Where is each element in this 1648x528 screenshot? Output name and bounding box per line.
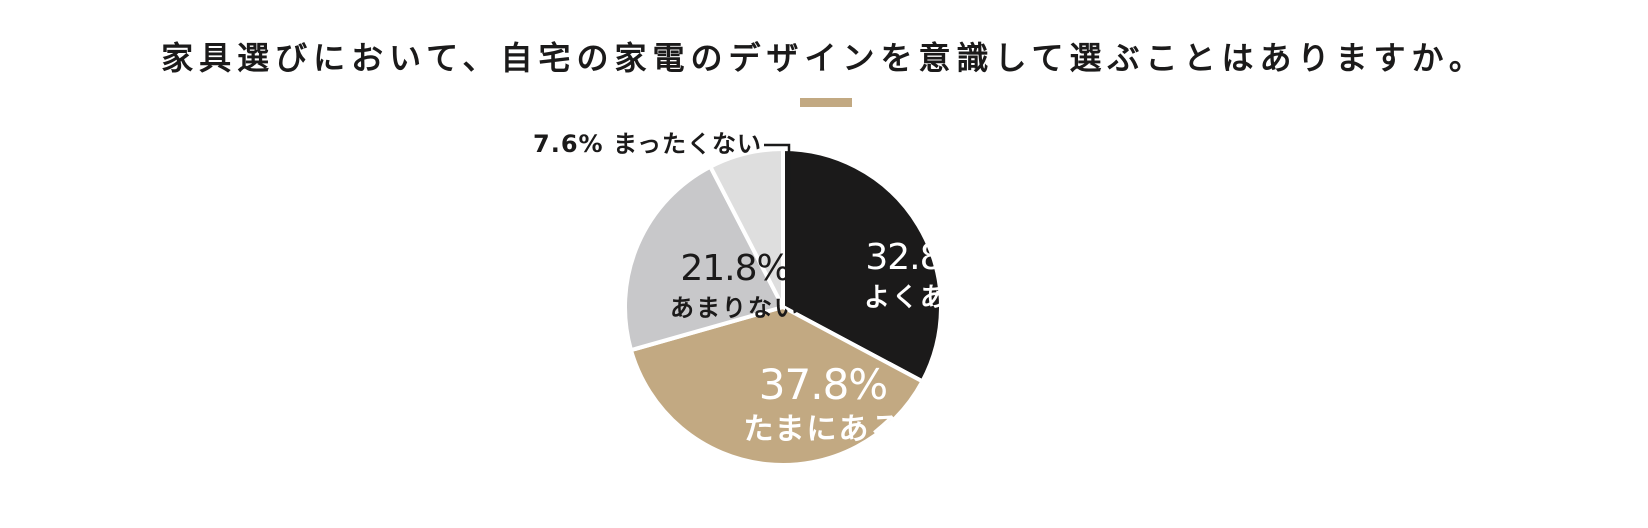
pie-slices: [623, 147, 943, 467]
slice-label-amarinai: 21.8% あまりない: [650, 247, 820, 325]
slice-text-tamaniaru: たまにある: [743, 412, 903, 447]
pie-slice-mattakunai: [708, 147, 785, 309]
slice-percent-yokuaru: 32.8%: [865, 237, 975, 278]
slice-label-yokuaru: 32.8% よくある: [830, 236, 1010, 316]
pie-slice-amarinai: [623, 164, 785, 353]
pie-slice-tamaniaru: [629, 305, 925, 467]
slice-label-tamaniaru: 37.8% たまにある: [718, 360, 928, 450]
slice-percent-amarinai: 21.8%: [680, 248, 790, 289]
slice-percent-tamaniaru: 37.8%: [758, 360, 888, 409]
callout-leader-line: [764, 143, 791, 193]
callout-label-mattakunai: 7.6% まったくない: [533, 130, 762, 158]
slice-text-yokuaru: よくある: [863, 283, 976, 313]
pie-slice-yokuaru: [781, 147, 943, 384]
title-accent-bar: [800, 98, 852, 107]
chart-title: 家具選びにおいて、自宅の家電のデザインを意識して選ぶことはありますか。: [161, 39, 1487, 77]
slice-text-amarinai: あまりない: [670, 294, 800, 322]
